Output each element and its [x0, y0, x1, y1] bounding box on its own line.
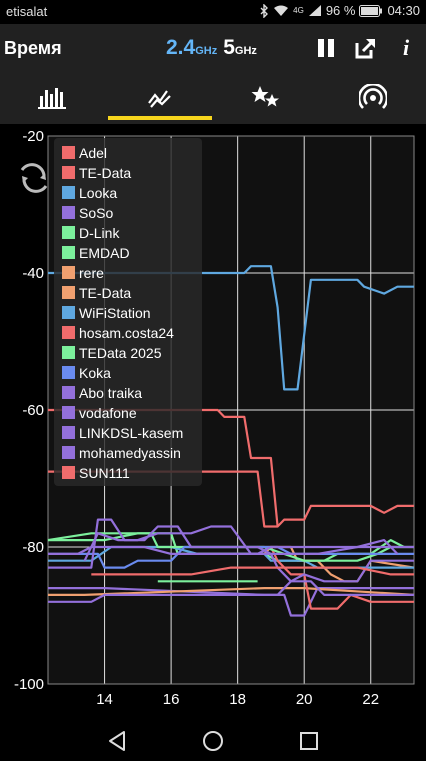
page-title: Время	[4, 38, 62, 58]
legend-label: D-Link	[79, 225, 120, 241]
legend-swatch	[62, 146, 75, 159]
chart-canvas: -20 -40 -60 -80 -100 14 16 18 20 22 Adel TE-Data Loo…	[14, 128, 415, 708]
legend-swatch	[62, 246, 75, 259]
toolbar-actions: i	[306, 34, 426, 62]
info-button[interactable]: i	[386, 34, 426, 62]
legend-swatch	[62, 266, 75, 279]
system-nav-bar	[0, 720, 426, 761]
nav-recents-button[interactable]	[291, 726, 327, 756]
battery-percent: 96 %	[325, 3, 356, 18]
band-selector: 2.4GHz 5GHz	[166, 36, 257, 60]
legend-swatch	[62, 166, 75, 179]
series-line	[83, 525, 399, 562]
legend-label: vodafone	[79, 405, 137, 421]
tab-channel-graph[interactable]	[0, 72, 107, 124]
legend-label: SoSo	[79, 205, 113, 221]
legend-label: WiFiStation	[79, 305, 151, 321]
nav-home-button[interactable]	[195, 726, 231, 756]
series-line	[48, 587, 414, 617]
legend-label: TEData 2025	[79, 345, 162, 361]
wifi-icon	[274, 5, 289, 16]
y-tick-label: -60	[22, 402, 44, 419]
tab-bar	[0, 72, 426, 124]
signal-time-chart: -20 -40 -60 -80 -100 14 16 18 20 22 Adel TE-Data Loo…	[0, 124, 426, 720]
x-tick-label: 18	[229, 691, 246, 708]
band-24-unit: GHz	[195, 45, 218, 57]
x-tick-label: 14	[96, 691, 113, 708]
network-type: 4G	[293, 6, 304, 15]
band-24-toggle[interactable]: 2.4GHz	[166, 36, 217, 59]
bluetooth-icon	[260, 3, 269, 18]
cellular-signal-icon	[308, 5, 321, 16]
legend-label: LINKDSL-kasem	[79, 425, 183, 441]
series-line	[91, 566, 414, 576]
nav-back-button[interactable]	[99, 726, 135, 756]
x-tick-label: 22	[362, 691, 379, 708]
band-24-label: 2.4	[166, 36, 196, 59]
legend-label: Looka	[79, 185, 117, 201]
legend-swatch	[62, 326, 75, 339]
legend-box	[54, 138, 202, 486]
legend-label: hosam.costa24	[79, 325, 174, 341]
x-tick-label: 20	[296, 691, 313, 708]
legend-swatch	[62, 466, 75, 479]
series-line	[48, 580, 414, 603]
y-tick-label: -100	[14, 676, 44, 693]
carrier-label: etisalat	[6, 4, 48, 19]
time-graph-icon	[147, 90, 171, 108]
legend-label: TE-Data	[79, 165, 131, 181]
legend-label: Abo traika	[79, 385, 142, 401]
legend-swatch	[62, 406, 75, 419]
legend-label: mohamedyassin	[79, 445, 181, 461]
recents-icon	[300, 731, 318, 750]
info-icon: i	[402, 35, 410, 60]
legend-label: TE-Data	[79, 285, 131, 301]
status-icons: 4G 96 % 04:30	[259, 3, 420, 18]
series-line	[257, 545, 414, 610]
legend-swatch	[62, 306, 75, 319]
open-external-icon	[355, 38, 376, 59]
y-tick-label: -20	[22, 128, 44, 145]
legend-swatch	[62, 346, 75, 359]
clock: 04:30	[387, 3, 420, 18]
series-line	[48, 518, 414, 583]
app-bar: Время 2.4GHz 5GHz i	[0, 24, 426, 124]
y-tick-label: -40	[22, 265, 44, 282]
band-5-unit: GHz	[234, 45, 257, 57]
x-tick-label: 16	[163, 691, 180, 708]
series-line	[48, 532, 414, 562]
legend-swatch	[62, 226, 75, 239]
tab-channel-rating[interactable]	[213, 72, 320, 124]
band-5-toggle[interactable]: 5GHz	[223, 36, 257, 59]
refresh-icon[interactable]	[20, 163, 48, 193]
series-line	[48, 265, 414, 391]
open-external-button[interactable]	[346, 34, 386, 62]
legend-swatch	[62, 206, 75, 219]
legend-label: EMDAD	[79, 245, 130, 261]
legend-label: rere	[79, 265, 104, 281]
legend-swatch	[62, 186, 75, 199]
bar-chart-icon	[38, 88, 67, 109]
pause-icon	[318, 39, 334, 57]
legend-swatch	[62, 446, 75, 459]
legend-swatch	[62, 386, 75, 399]
status-bar: etisalat 4G 96 % 04:30	[0, 0, 426, 24]
pause-button[interactable]	[306, 34, 346, 62]
legend-swatch	[62, 366, 75, 379]
back-icon	[109, 730, 125, 751]
tab-access-points[interactable]	[320, 72, 426, 124]
legend-label: Koka	[79, 365, 111, 381]
home-icon	[203, 730, 223, 751]
legend-swatch	[62, 286, 75, 299]
series-line	[48, 587, 415, 596]
tab-time-graph[interactable]	[107, 72, 214, 124]
stars-rating-icon	[251, 86, 280, 107]
y-tick-label: -80	[22, 539, 44, 556]
legend-label: Adel	[79, 145, 107, 161]
signal-broadcast-icon	[358, 84, 387, 109]
battery-icon	[359, 4, 383, 17]
legend-label: SUN111	[79, 465, 130, 481]
legend-swatch	[62, 426, 75, 439]
band-5-label: 5	[223, 36, 235, 59]
